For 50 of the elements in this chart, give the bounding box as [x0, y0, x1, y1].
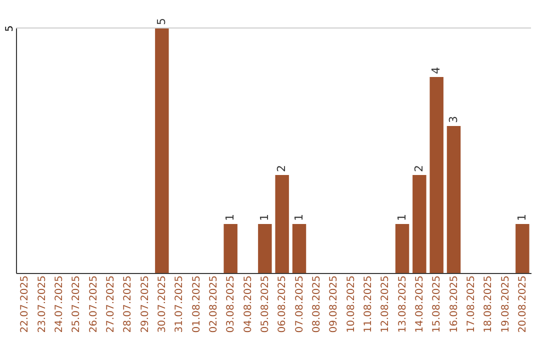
data-label: 4 — [430, 67, 443, 74]
x-tick-label: 01.08.2025 — [191, 276, 202, 333]
data-label: 1 — [224, 214, 237, 221]
x-tick-label: 04.08.2025 — [242, 276, 254, 333]
data-label: 2 — [412, 165, 426, 172]
x-tick-label: 15.08.2025 — [432, 276, 443, 333]
x-tick-label: 13.08.2025 — [397, 276, 408, 333]
x-tick-label: 29.07.2025 — [140, 276, 151, 333]
bar — [275, 175, 289, 273]
x-tick-label: 27.07.2025 — [105, 276, 116, 333]
bar — [258, 224, 272, 273]
data-label: 1 — [258, 214, 271, 221]
x-tick-label: 26.07.2025 — [88, 276, 100, 333]
data-label: 2 — [275, 165, 288, 172]
bar — [395, 224, 410, 273]
x-tick-label: 06.08.2025 — [277, 276, 288, 333]
x-tick-label: 02.08.2025 — [208, 276, 220, 333]
data-label: 1 — [515, 214, 528, 221]
x-tick-label: 23.07.2025 — [36, 276, 48, 333]
x-tick-label: 24.07.2025 — [54, 276, 65, 333]
x-tick-label: 22.07.2025 — [20, 276, 31, 333]
x-tick-label: 05.08.2025 — [260, 276, 271, 333]
bar — [292, 224, 306, 273]
x-tick-label: 30.07.2025 — [156, 276, 168, 333]
bar — [412, 175, 426, 273]
x-tick-label: 20.08.2025 — [517, 276, 528, 333]
x-tick-label: 18.08.2025 — [483, 276, 494, 333]
x-tick-label: 25.07.2025 — [71, 276, 82, 333]
x-tick-label: 08.08.2025 — [311, 276, 322, 333]
x-tick-label: 09.08.2025 — [328, 276, 340, 333]
data-label: 1 — [292, 214, 306, 221]
x-tick-label: 03.08.2025 — [226, 276, 237, 333]
x-tick-label: 19.08.2025 — [500, 276, 512, 333]
bar — [155, 28, 169, 273]
bar — [224, 224, 238, 273]
x-tick-label: 16.08.2025 — [448, 276, 460, 333]
data-label: 5 — [154, 18, 168, 25]
x-tick-label: 07.08.2025 — [294, 276, 306, 333]
bar — [446, 126, 461, 273]
x-tick-label: 11.08.2025 — [362, 276, 374, 333]
x-tick-label: 31.07.2025 — [174, 276, 186, 333]
x-tick-label: 14.08.2025 — [414, 276, 426, 333]
x-tick-label: 12.08.2025 — [380, 276, 392, 333]
data-label: 3 — [446, 116, 460, 123]
data-label: 1 — [395, 214, 408, 221]
bar — [430, 77, 444, 273]
x-tick-label: 17.08.2025 — [466, 276, 477, 333]
x-tick-label: 10.08.2025 — [346, 276, 357, 333]
x-tick-label: 28.07.2025 — [122, 276, 134, 333]
bar — [516, 224, 530, 273]
